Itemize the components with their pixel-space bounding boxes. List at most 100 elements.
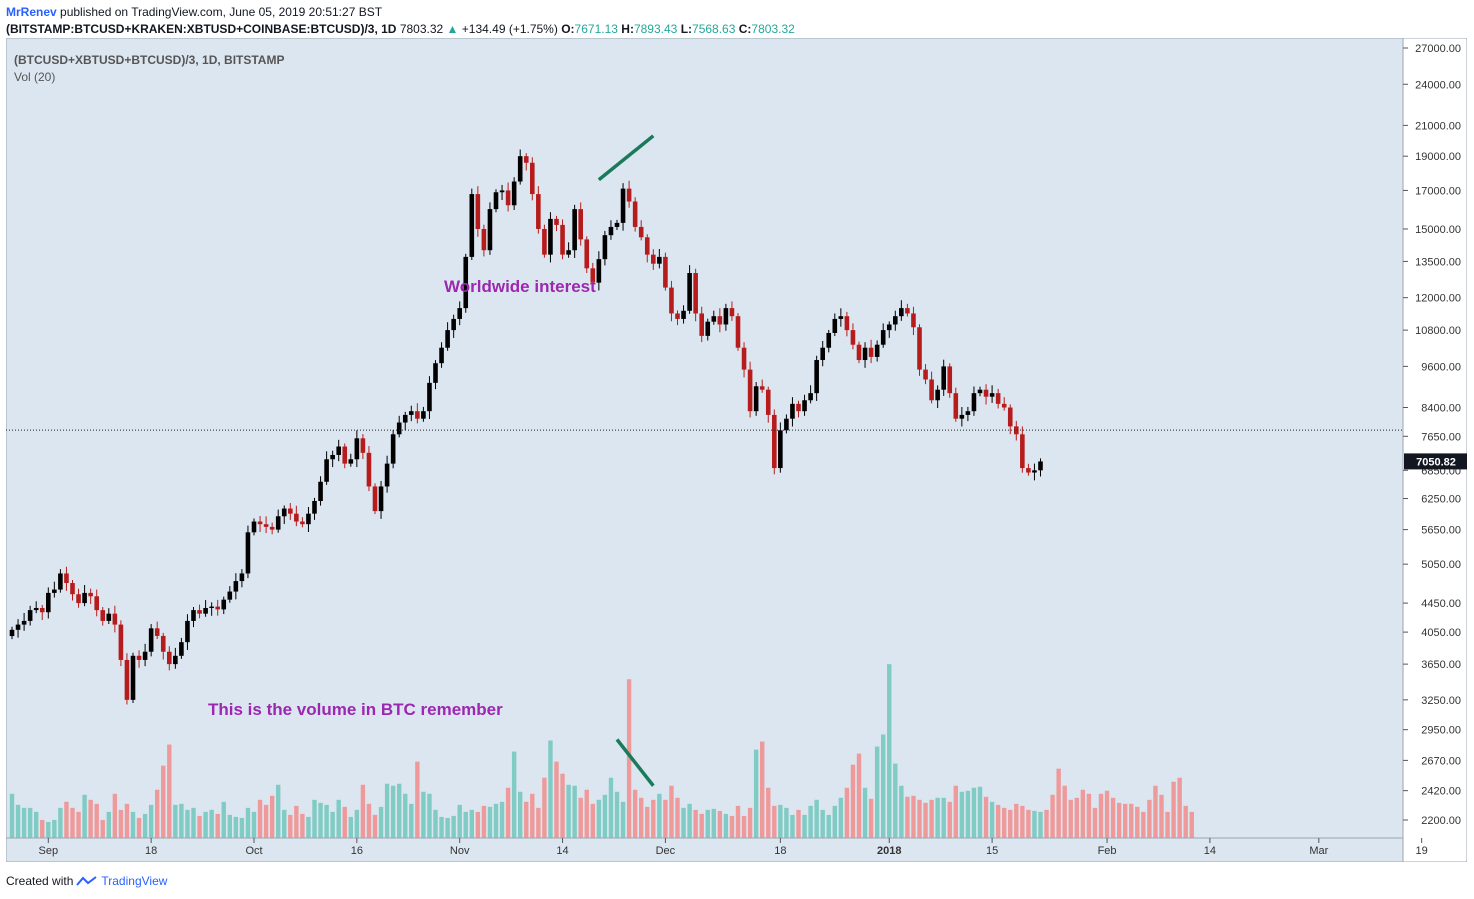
volume-legend[interactable]: Vol (20) [14, 70, 55, 84]
candle-body [76, 594, 81, 604]
candle-body [614, 222, 620, 227]
price-tick-label: 5050.00 [1421, 559, 1461, 571]
candle-body [705, 321, 711, 336]
up-triangle-icon: ▲ [446, 22, 459, 36]
price-tick-label: 27000.00 [1415, 43, 1461, 55]
volume-bar [227, 814, 232, 838]
volume-bar [148, 804, 154, 838]
time-tick-label: 18 [774, 845, 786, 857]
candle-body [711, 316, 717, 322]
candle-body [433, 363, 438, 383]
volume-bar [124, 803, 130, 838]
volume-bar [584, 789, 589, 838]
candle-body [396, 422, 402, 435]
candle-body [862, 347, 868, 361]
candle-body [644, 237, 650, 255]
volume-bar [687, 803, 692, 838]
time-axis-ticks[interactable]: Sep18Oct16Nov14Dec18201815Feb14Mar19Apr [39, 838, 1467, 857]
volume-bar [802, 814, 807, 838]
volume-bar [850, 764, 856, 838]
volume-bar [1135, 806, 1140, 838]
author-name[interactable]: MrRenev [6, 5, 57, 19]
plot-area[interactable] [5, 37, 1404, 863]
volume-bar [191, 807, 196, 838]
volume-bar [929, 799, 934, 838]
candle-body [64, 573, 69, 584]
volume-bar [766, 787, 771, 838]
volume-bar [1044, 809, 1049, 838]
candle-body [312, 500, 317, 514]
price-tick-label: 8400.00 [1421, 402, 1461, 414]
price-chart[interactable]: (BTCUSD+XBTUSD+BTCUSD)/3, 1D, BITSTAMP V… [5, 37, 1468, 863]
volume-bar [947, 801, 952, 838]
volume-bar [1026, 809, 1031, 838]
series-legend[interactable]: (BTCUSD+XBTUSD+BTCUSD)/3, 1D, BITSTAMP [14, 53, 284, 67]
candle-body [106, 613, 112, 621]
price-tick-label: 19000.00 [1415, 151, 1461, 163]
candle-body [15, 624, 21, 630]
volume-bar [421, 791, 426, 838]
created-with-text: Created with [6, 874, 74, 888]
candle-body [1007, 407, 1013, 427]
time-tick-label: 14 [556, 845, 568, 857]
volume-bar [360, 784, 366, 838]
volume-bar [288, 814, 293, 838]
candle-body [130, 655, 136, 700]
candle-body [481, 228, 487, 251]
volume-bar [76, 811, 81, 838]
price-tick-label: 4450.00 [1421, 598, 1461, 610]
open-value: 7671.13 [574, 22, 618, 36]
candle-body [523, 156, 529, 163]
volume-bar [941, 797, 946, 838]
candle-body [814, 360, 819, 394]
volume-bar [917, 799, 922, 838]
volume-bar [874, 746, 880, 838]
candle-body [469, 194, 475, 257]
price-change: +134.49 (+1.75%) [461, 22, 558, 36]
volume-bar [21, 807, 27, 838]
close-value: 7803.32 [751, 22, 795, 36]
candle-body [596, 259, 602, 283]
candle-body [499, 190, 505, 193]
candle-body [638, 226, 644, 238]
candle-body [263, 524, 269, 527]
candle-body [112, 613, 118, 625]
volume-bar [632, 789, 638, 838]
volume-bar [306, 816, 311, 838]
close-label: C: [738, 22, 752, 36]
volume-bars [9, 664, 1194, 838]
volume-bar [300, 813, 305, 838]
volume-bar [796, 809, 801, 838]
price-axis-ticks: 27000.00 24000.00 21000.00 19000.00 17000.00… [1403, 43, 1461, 827]
volume-bar [530, 793, 535, 838]
volume-bar [9, 793, 15, 838]
candle-body [493, 192, 499, 210]
price-axis[interactable] [1402, 37, 1468, 863]
volume-bar [1123, 803, 1128, 838]
candle-body [445, 330, 450, 348]
volume-bar [663, 799, 668, 838]
chart-frame[interactable]: (BTCUSD+XBTUSD+BTCUSD)/3, 1D, BITSTAMP V… [5, 37, 1468, 863]
volume-bar [983, 796, 989, 838]
candle-body [687, 273, 692, 311]
time-tick-label: Dec [656, 845, 676, 857]
volume-bar [572, 785, 577, 838]
volume-bar [778, 804, 783, 838]
volume-bar [560, 773, 565, 838]
candle-body [584, 239, 590, 269]
volume-bar [977, 786, 983, 838]
volume-bar [324, 804, 329, 838]
volume-bar [554, 761, 559, 838]
volume-bar [717, 810, 723, 838]
tradingview-link[interactable]: TradingView [101, 874, 168, 888]
last-price-badge: 7050.82 [1404, 453, 1467, 470]
volume-bar [856, 753, 862, 838]
volume-bar [620, 801, 626, 838]
candle-body [741, 347, 747, 370]
volume-bar [348, 816, 353, 838]
volume-bar [384, 783, 390, 838]
candle-body [384, 463, 390, 487]
volume-bar [390, 785, 396, 838]
candle-body [227, 591, 233, 600]
volume-bar [221, 801, 226, 838]
